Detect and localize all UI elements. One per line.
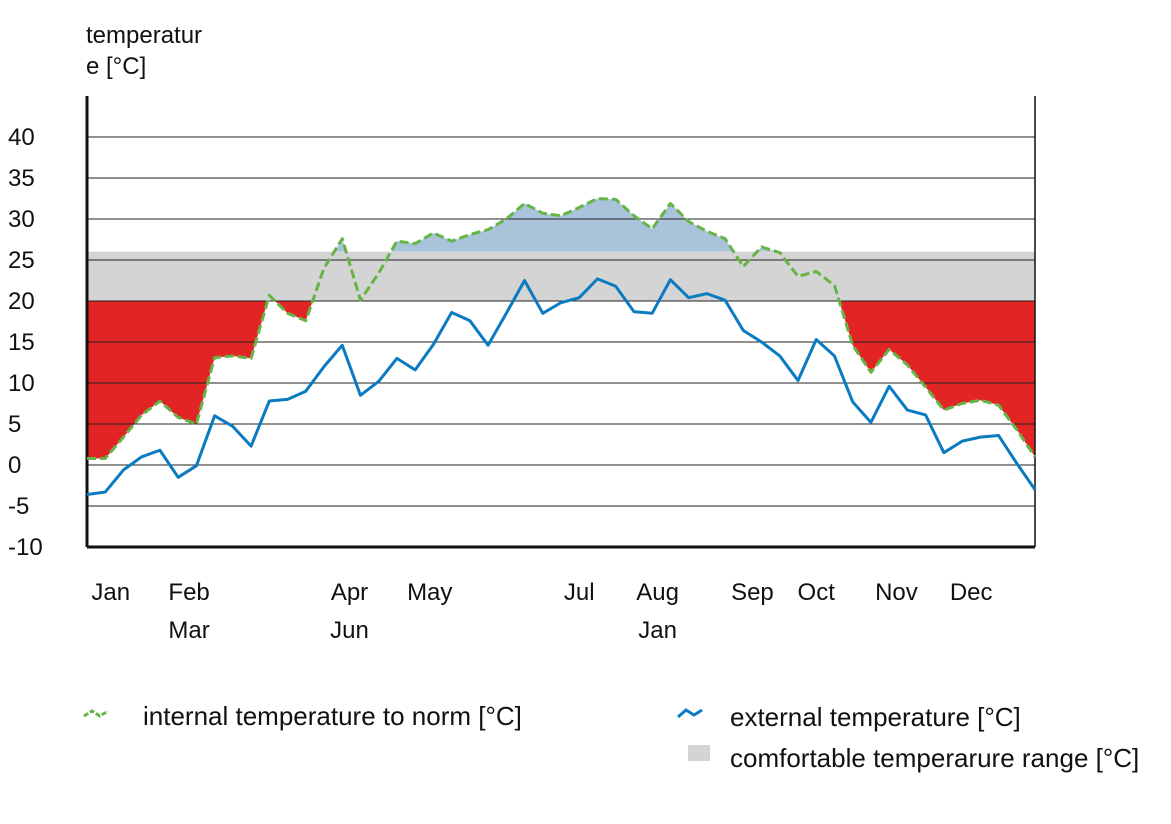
x-tick-label: Jan: [91, 579, 130, 606]
y-tick-label: 15: [8, 329, 35, 356]
legend-icon-internal: [83, 709, 109, 718]
x-tick-label: Dec: [950, 579, 993, 606]
y-tick-label: 20: [8, 288, 35, 315]
y-axis-label: temperatur: [86, 22, 202, 49]
y-tick-label: 0: [8, 452, 21, 479]
y-axis-label: e [°C]: [86, 53, 146, 80]
x-tick-label: Feb: [168, 579, 209, 606]
x-tick-label: Sep: [731, 579, 774, 606]
y-tick-label: 35: [8, 165, 35, 192]
legend-icon-external: [677, 708, 703, 719]
line-0: [87, 197, 1037, 460]
legend-internal: internal temperature to norm [°C]: [143, 701, 522, 731]
x-tick-label: Jun: [330, 617, 369, 644]
y-tick-label: 5: [8, 411, 21, 438]
above-comfort-fill: [87, 198, 1035, 252]
x-tick-label: Nov: [875, 579, 918, 606]
x-tick-label: Oct: [798, 579, 836, 606]
x-tick-label: Jul: [564, 579, 595, 606]
x-tick-label: Apr: [331, 579, 368, 606]
y-tick-label: 10: [8, 370, 35, 397]
x-tick-label: May: [407, 579, 452, 606]
y-tick-label: -5: [8, 493, 29, 520]
y-tick-label: 25: [8, 247, 35, 274]
x-tick-label: Mar: [168, 617, 209, 644]
legend-icon-comfort: [688, 745, 710, 761]
legend-comfort: comfortable temperarure range [°C]: [730, 743, 1140, 773]
y-tick-label: -10: [8, 534, 43, 561]
comfort-band: [87, 251, 1035, 301]
line-1: [86, 277, 1037, 497]
y-tick-label: 30: [8, 206, 35, 233]
x-tick-label: Jan: [638, 617, 677, 644]
y-tick-label: 40: [8, 124, 35, 151]
below-comfort-fill: [87, 301, 1035, 459]
x-tick-label: Aug: [636, 579, 679, 606]
legend-external: external temperature [°C]: [730, 702, 1021, 732]
